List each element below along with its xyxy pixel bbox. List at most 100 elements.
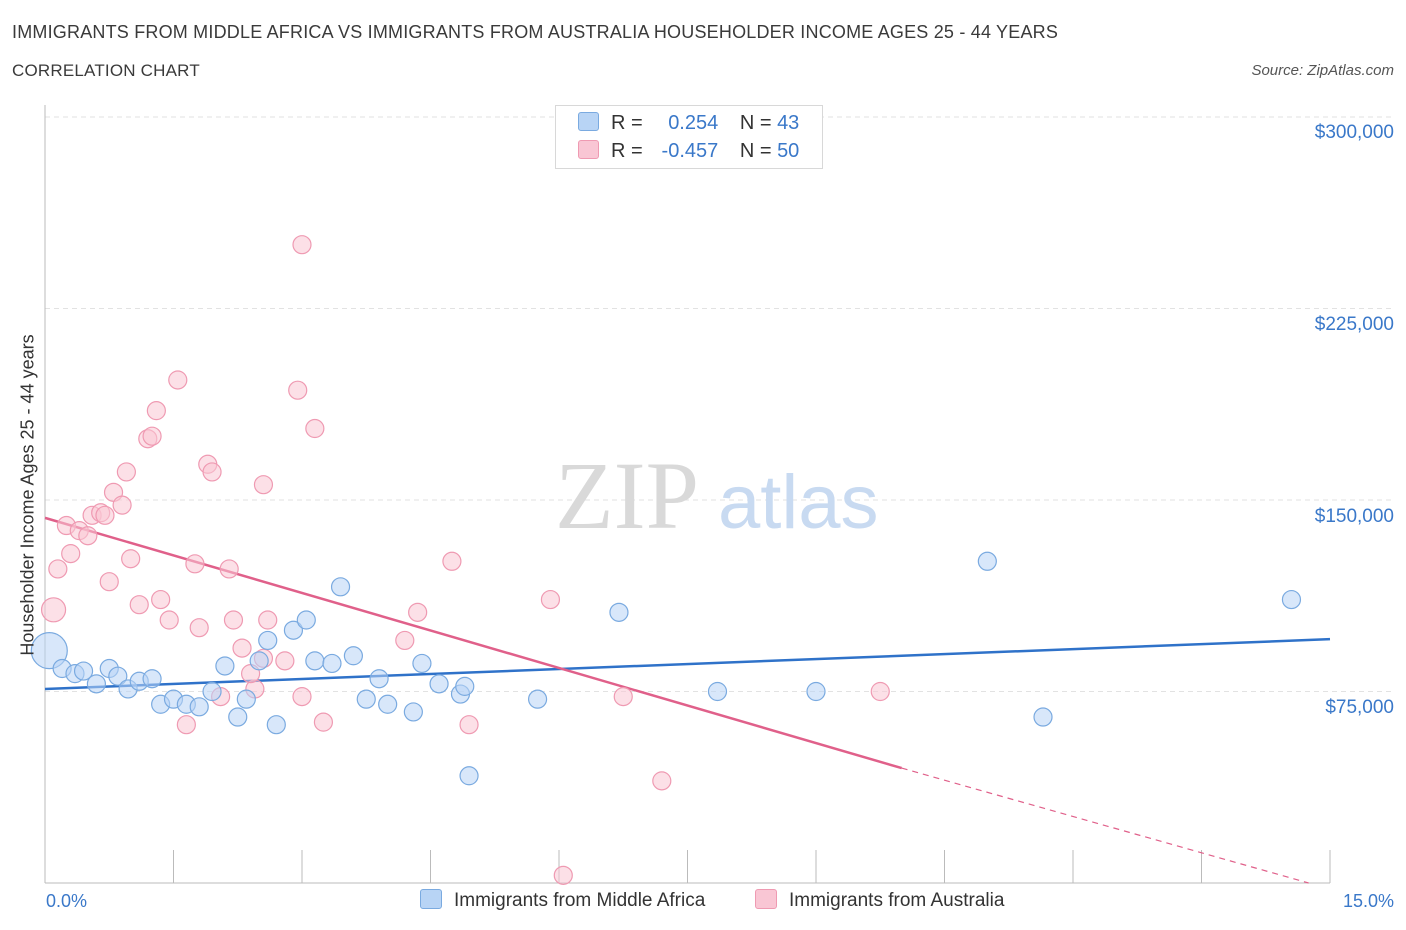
legend-label: Immigrants from Australia <box>789 890 1005 911</box>
point-middle-africa <box>977 551 997 571</box>
chart-title: IMMIGRANTS FROM MIDDLE AFRICA VS IMMIGRA… <box>12 22 1059 42</box>
point-australia <box>305 418 325 439</box>
point-middle-africa <box>202 681 222 702</box>
gridlines <box>45 116 1392 692</box>
source-note: Source: ZipAtlas.com <box>1251 62 1394 79</box>
point-middle-africa <box>459 766 479 786</box>
point-australia <box>613 687 633 707</box>
point-middle-africa <box>369 669 389 689</box>
point-middle-africa <box>86 674 107 694</box>
point-middle-africa <box>429 674 449 694</box>
point-australia <box>61 544 81 564</box>
y-tick-label: $150,000 <box>1314 506 1394 527</box>
point-australia <box>292 235 312 255</box>
point-australia <box>223 610 244 630</box>
point-australia <box>99 572 119 592</box>
point-middle-africa <box>215 656 235 676</box>
point-australia <box>40 597 67 623</box>
point-australia <box>146 401 166 421</box>
n-label: N = <box>739 112 772 134</box>
n-label: N = <box>739 140 772 162</box>
point-australia <box>540 589 561 610</box>
point-middle-africa <box>189 697 209 717</box>
point-middle-africa <box>1281 589 1302 610</box>
point-middle-africa <box>378 694 398 714</box>
r-label: R = <box>611 140 643 162</box>
point-australia <box>129 595 149 615</box>
stats-legend: R = 0.254 N = 43 R = -0.457 N = 50 <box>555 105 823 169</box>
point-australia <box>459 715 479 735</box>
pink-swatch <box>578 140 599 159</box>
legend-label: Immigrants from Middle Africa <box>454 890 706 911</box>
point-middle-africa <box>258 630 278 651</box>
chart-subtitle: CORRELATION CHART <box>12 61 200 80</box>
point-australia <box>408 602 428 622</box>
point-australia <box>870 681 890 702</box>
point-australia <box>78 526 98 546</box>
blue-swatch <box>578 112 599 131</box>
point-middle-africa <box>266 715 286 735</box>
point-middle-africa <box>330 577 351 597</box>
watermark-atlas: atlas <box>718 460 879 545</box>
point-middle-africa <box>142 669 162 689</box>
point-australia <box>275 651 295 671</box>
point-australia <box>258 610 278 630</box>
point-australia <box>176 715 196 735</box>
legend-item-middle-africa[interactable]: Immigrants from Middle Africa <box>420 889 705 912</box>
r-value: -0.457 <box>661 140 719 162</box>
watermark: ZIP atlas <box>555 442 879 549</box>
point-middle-africa <box>236 689 256 709</box>
point-middle-africa <box>73 661 94 681</box>
r-value: 0.254 <box>668 112 719 134</box>
trend-line-australia-extrapolated <box>901 767 1309 884</box>
point-middle-africa <box>403 702 423 722</box>
point-middle-africa <box>249 651 269 671</box>
point-australia <box>553 865 573 885</box>
point-australia <box>202 462 222 482</box>
watermark-zip: ZIP <box>555 442 699 549</box>
point-australia <box>442 551 462 571</box>
point-australia <box>652 771 672 791</box>
blue-swatch <box>420 889 442 909</box>
point-middle-africa <box>527 689 548 709</box>
point-middle-africa <box>412 653 432 674</box>
point-australia <box>185 554 205 574</box>
point-middle-africa <box>30 632 68 670</box>
point-australia <box>159 610 179 630</box>
point-australia <box>292 687 312 707</box>
point-middle-africa <box>609 602 629 622</box>
point-australia <box>48 559 68 579</box>
legend-row-middle-africa: R = 0.254 N = 43 <box>578 112 799 138</box>
point-middle-africa <box>305 651 325 671</box>
point-australia <box>112 495 132 515</box>
point-australia <box>395 630 415 651</box>
point-middle-africa <box>228 707 248 727</box>
x-tick-label-max: 15.0% <box>1342 891 1394 911</box>
y-tick-label: $300,000 <box>1314 122 1394 143</box>
point-middle-africa <box>108 666 128 686</box>
point-australia <box>121 549 141 569</box>
point-middle-africa <box>343 646 363 666</box>
point-australia <box>116 462 136 482</box>
point-australia <box>151 589 171 610</box>
point-australia <box>189 618 209 638</box>
point-middle-africa <box>296 610 316 630</box>
legend-item-australia[interactable]: Immigrants from Australia <box>755 889 1004 912</box>
point-middle-africa <box>806 681 826 702</box>
r-label: R = <box>611 112 643 134</box>
y-axis-title: Householder Income Ages 25 - 44 years <box>17 334 38 656</box>
y-tick-label: $225,000 <box>1314 314 1394 335</box>
point-middle-africa <box>1033 707 1053 727</box>
n-value: 43 <box>777 112 800 134</box>
point-middle-africa <box>455 676 475 696</box>
legend-row-australia: R = -0.457 N = 50 <box>578 140 799 166</box>
point-middle-africa <box>707 681 728 702</box>
pink-swatch <box>755 889 777 909</box>
x-tick-label-min: 0.0% <box>46 891 88 911</box>
point-australia <box>95 505 115 525</box>
point-middle-africa <box>322 653 342 674</box>
point-middle-africa <box>283 620 304 640</box>
point-australia <box>253 475 274 495</box>
points-layer <box>30 235 1302 885</box>
